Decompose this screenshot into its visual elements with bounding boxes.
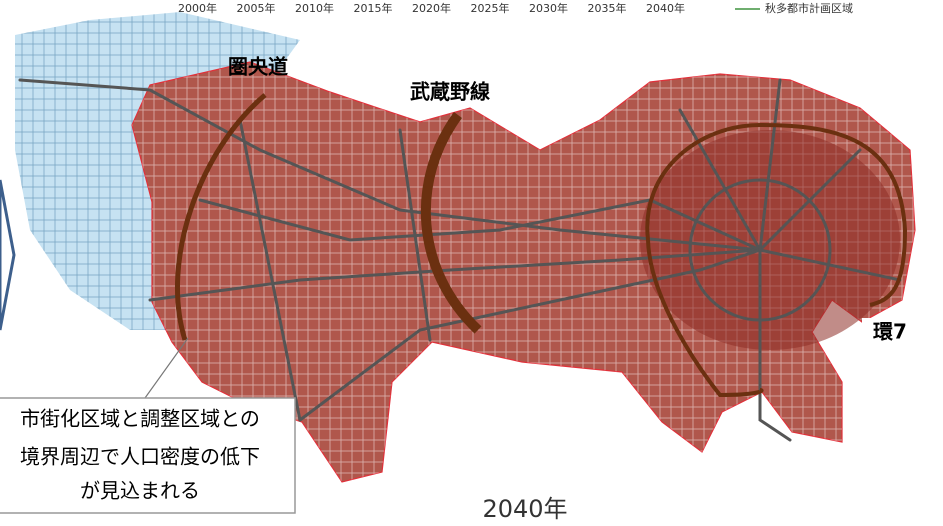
timeline-label: 2010年 bbox=[295, 1, 334, 15]
road bbox=[198, 198, 762, 252]
road bbox=[758, 78, 782, 252]
road bbox=[758, 248, 792, 442]
timeline-label: 2030年 bbox=[529, 1, 568, 15]
timeline-label: 2040年 bbox=[646, 1, 685, 15]
year-label: 2040年 bbox=[482, 495, 567, 523]
road bbox=[298, 248, 762, 422]
road bbox=[148, 248, 762, 302]
callout-text: 市街化区域と調整区域との bbox=[20, 407, 260, 431]
timeline-label: 2035年 bbox=[588, 1, 627, 15]
road-label: 圏央道 bbox=[228, 55, 288, 79]
road bbox=[758, 248, 902, 282]
road-label: 環7 bbox=[873, 320, 907, 344]
callout-text: 境界周辺で人口密度の低下 bbox=[20, 445, 260, 469]
road bbox=[238, 118, 302, 422]
kan7-line bbox=[645, 122, 908, 398]
ken-o-do-line bbox=[175, 93, 267, 341]
callout-text: が見込まれる bbox=[80, 479, 200, 503]
ring-road bbox=[688, 178, 832, 322]
arrow bbox=[0, 179, 16, 331]
callout-box bbox=[0, 397, 296, 514]
timeline-label: 2020年 bbox=[412, 1, 451, 15]
roads bbox=[18, 78, 902, 442]
timeline-label: 2005年 bbox=[237, 1, 276, 15]
road bbox=[398, 128, 432, 342]
timeline-label: 2025年 bbox=[471, 1, 510, 15]
label-bg bbox=[862, 318, 918, 346]
timeline-label: 2000年 bbox=[178, 1, 217, 15]
road bbox=[18, 78, 762, 252]
legend-label: 秋多都市計画区域 bbox=[765, 1, 853, 15]
callout-leader bbox=[144, 337, 189, 399]
road-label: 武蔵野線 bbox=[410, 80, 490, 104]
road bbox=[678, 108, 762, 252]
musashino-line bbox=[420, 112, 482, 334]
timeline-label: 2015年 bbox=[354, 1, 393, 15]
